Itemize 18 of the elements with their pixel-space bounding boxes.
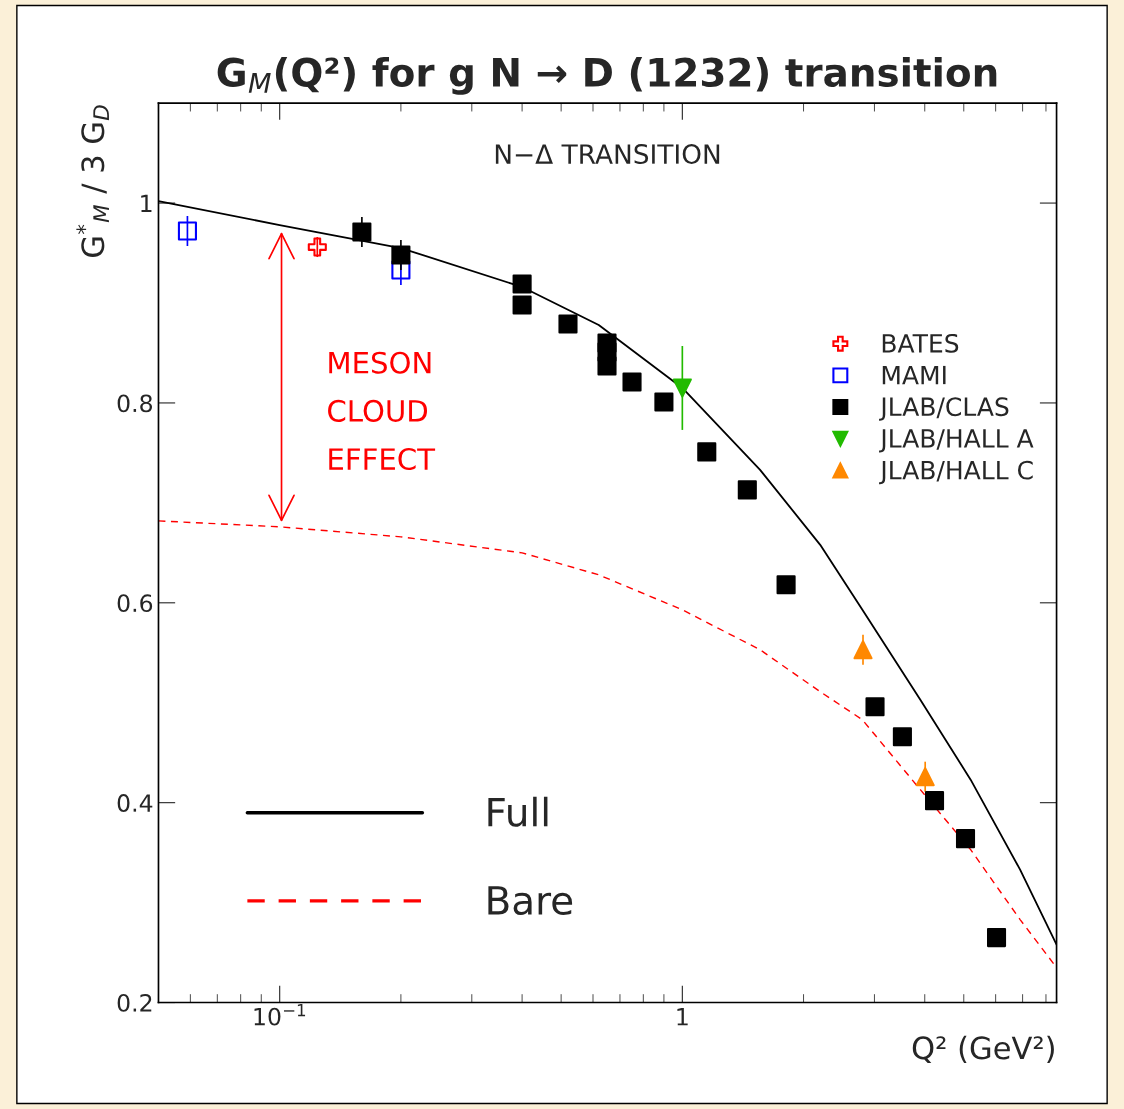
y-axis-title: G$^{*}$$_{M}$ / 3 G$_{D}$ [76, 105, 109, 257]
annotation: MESON CLOUD EFFECT [328, 351, 436, 471]
legend-label: Full [488, 796, 548, 827]
y-tick-label: 1 [141, 194, 152, 213]
y-tick-label: 0.6 [117, 594, 153, 613]
legend-label: Bare [488, 886, 573, 916]
y-tick-label: 0.8 [117, 394, 153, 413]
y-tick-label: 0.2 [117, 993, 152, 1012]
legend-label: JLAB/HALL A [879, 429, 1034, 453]
legend-label: MAMI [882, 365, 946, 385]
legend-label: JLAB/HALL C [879, 460, 1033, 485]
y-tick-label: 0.4 [117, 794, 153, 812]
chart-title: G$_{M}$(Q²) for g N → D (1232) transition [217, 56, 997, 95]
x-tick-label: 10$^{−1}$ [254, 1004, 306, 1026]
annotation: N−Δ TRANSITION [495, 144, 720, 165]
legend-label: BATES [882, 333, 959, 353]
legend-label: JLAB/CLAS [879, 397, 1009, 421]
x-axis-title: Q² (GeV²) [912, 1035, 1054, 1064]
